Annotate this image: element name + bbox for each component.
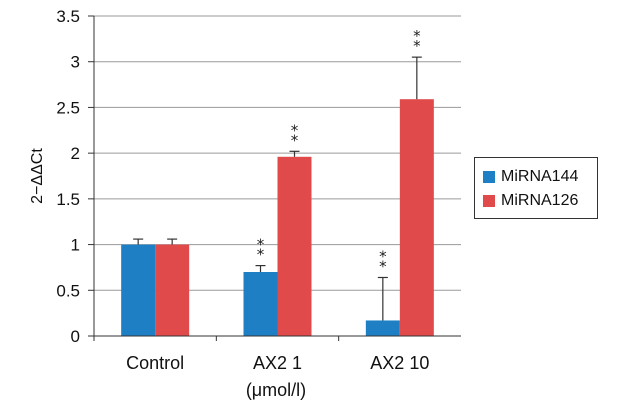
y-tick-label: 0: [71, 327, 80, 346]
y-tick-label: 1.5: [56, 190, 80, 209]
y-tick-label: 0.5: [56, 281, 80, 300]
axes: [93, 16, 461, 337]
legend-swatch-mirna126: [483, 195, 495, 207]
significance-asterisk: *: [413, 37, 421, 55]
bars: [121, 99, 434, 336]
bar-mirna126: [155, 244, 190, 336]
y-tick-label: 3.5: [56, 7, 80, 26]
significance-asterisk: *: [291, 121, 299, 139]
legend-item-mirna126: MiRNA126: [483, 191, 578, 211]
bar-mirna126: [399, 99, 434, 336]
y-tick-label: 3: [71, 53, 80, 72]
x-category-label: AX2 1: [253, 353, 302, 373]
significance-markers: ********: [257, 27, 421, 275]
legend-label-mirna126: MiRNA126: [501, 192, 579, 209]
error-bars: [133, 56, 422, 321]
bar-mirna144: [365, 320, 400, 336]
legend-label-mirna144: MiRNA144: [501, 168, 579, 185]
significance-asterisk: *: [291, 131, 299, 149]
legend-swatch-mirna144: [483, 171, 495, 183]
x-category-label: Control: [126, 353, 184, 373]
y-tick-label: 1: [71, 236, 80, 255]
y-axis-ticks: 0 0.5 1 1.5 2 2.5 3 3.5: [56, 7, 94, 346]
legend: MiRNA144 MiRNA126: [474, 157, 598, 219]
x-axis-labels: (μmol/l) Control AX2 1 AX2 10: [93, 336, 429, 400]
significance-asterisk: *: [379, 247, 387, 265]
x-axis-sublabel: (μmol/l): [246, 380, 306, 400]
significance-asterisk: *: [379, 257, 387, 275]
bar-mirna144: [243, 272, 278, 336]
bar-mirna126: [277, 156, 312, 336]
significance-asterisk: *: [257, 236, 265, 254]
significance-asterisk: *: [257, 246, 265, 264]
y-axis-title: 2−ΔΔCt: [29, 148, 46, 204]
bar-mirna144: [121, 244, 156, 336]
legend-item-mirna144: MiRNA144: [483, 167, 578, 187]
x-category-label: AX2 10: [370, 353, 429, 373]
y-tick-label: 2: [71, 144, 80, 163]
y-tick-label: 2.5: [56, 98, 80, 117]
significance-asterisk: *: [413, 27, 421, 45]
